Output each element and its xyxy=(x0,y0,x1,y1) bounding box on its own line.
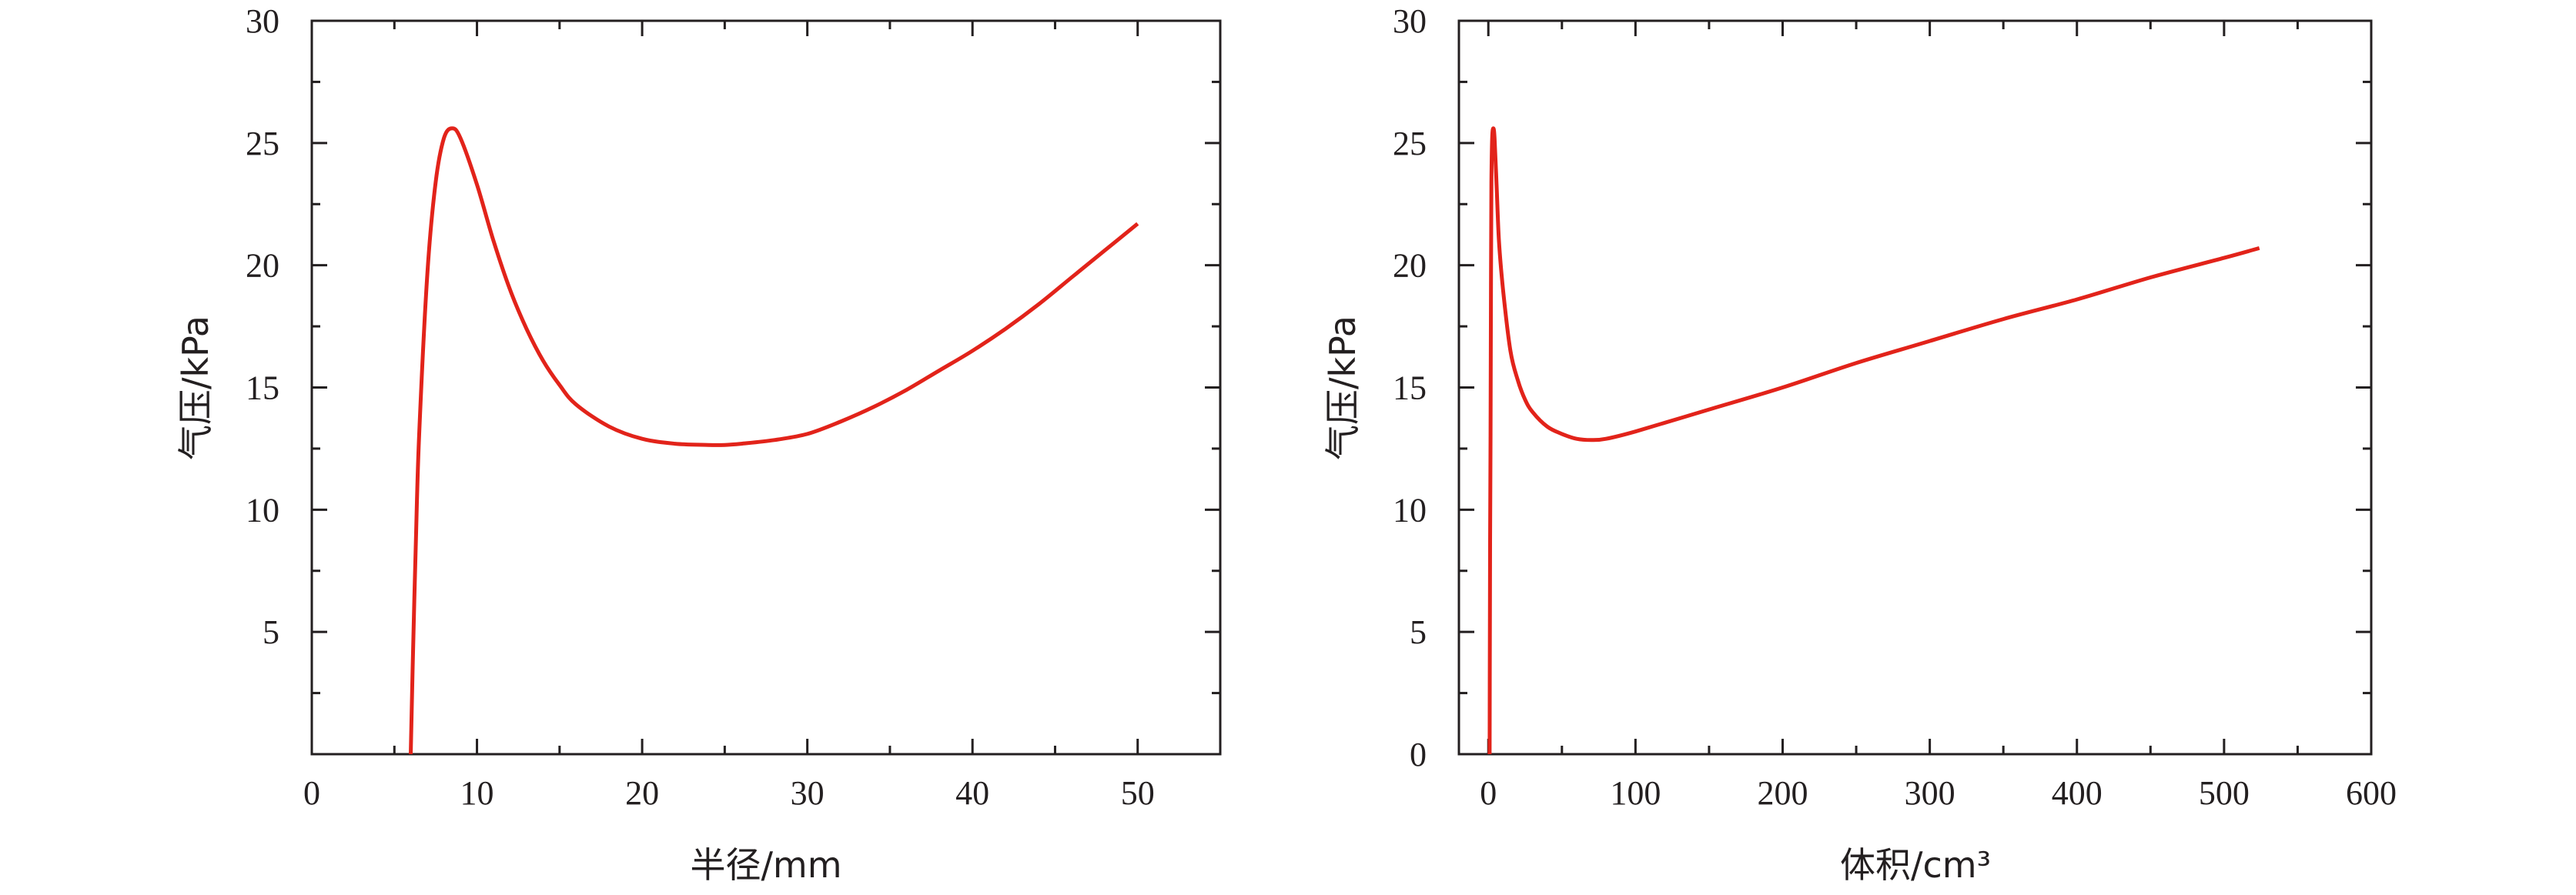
y-tick-label: 5 xyxy=(263,613,279,651)
x-axis-title: 半径/mm xyxy=(690,844,841,886)
x-tick-label: 0 xyxy=(303,774,320,812)
x-tick-label: 20 xyxy=(625,774,659,812)
y-tick-label: 10 xyxy=(246,491,279,529)
x-tick-labels: 0 10 20 30 40 50 xyxy=(303,774,1155,812)
chart-radius-pressure: 0 10 20 30 40 50 5 10 15 20 25 30 半径/mm 气压/kPa xyxy=(175,2,1222,886)
y-tick-label: 5 xyxy=(1410,613,1427,651)
y-tick-label: 0 xyxy=(1410,736,1427,773)
x-tick-label: 30 xyxy=(791,774,825,812)
x-tick-label: 500 xyxy=(2199,774,2250,812)
x-tick-label: 40 xyxy=(955,774,989,812)
x-tick-label: 200 xyxy=(1757,774,1808,812)
y-axis-title: 气压/kPa xyxy=(175,316,216,460)
y-tick-label: 15 xyxy=(1393,369,1427,407)
tick-marks xyxy=(1459,21,2371,754)
y-tick-label: 10 xyxy=(1393,491,1427,529)
y-tick-labels: 5 10 15 20 25 30 xyxy=(246,2,279,651)
y-tick-labels: 0 5 10 15 20 25 30 xyxy=(1393,2,1427,773)
y-tick-label: 25 xyxy=(1393,125,1427,162)
series-line xyxy=(409,126,1139,755)
tick-marks xyxy=(312,21,1220,754)
x-axis-title: 体积/cm³ xyxy=(1840,844,1991,886)
x-tick-labels: 0 100 200 300 400 500 600 xyxy=(1480,774,2397,812)
y-tick-label: 20 xyxy=(246,247,279,285)
plot-frame xyxy=(1457,19,2373,756)
y-tick-label: 20 xyxy=(1393,247,1427,285)
x-tick-label: 300 xyxy=(1905,774,1955,812)
series-line xyxy=(1487,126,2260,755)
x-tick-label: 50 xyxy=(1121,774,1155,812)
x-tick-label: 600 xyxy=(2346,774,2397,812)
x-tick-label: 10 xyxy=(460,774,494,812)
y-tick-label: 30 xyxy=(1393,2,1427,40)
y-tick-label: 30 xyxy=(246,2,279,40)
y-axis-title: 气压/kPa xyxy=(1322,316,1363,460)
y-tick-label: 25 xyxy=(246,125,279,162)
x-tick-label: 400 xyxy=(2052,774,2103,812)
x-tick-label: 0 xyxy=(1480,774,1497,812)
x-tick-label: 100 xyxy=(1610,774,1661,812)
y-tick-label: 15 xyxy=(246,369,279,407)
